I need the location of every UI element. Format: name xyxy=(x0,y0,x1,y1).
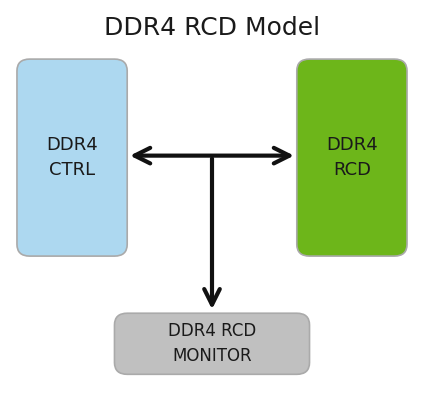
Text: DDR4 RCD Model: DDR4 RCD Model xyxy=(104,16,320,39)
Text: DDR4 RCD
MONITOR: DDR4 RCD MONITOR xyxy=(168,322,256,365)
FancyBboxPatch shape xyxy=(17,59,127,256)
FancyBboxPatch shape xyxy=(297,59,407,256)
Text: DDR4
CTRL: DDR4 CTRL xyxy=(46,136,98,179)
Text: DDR4
RCD: DDR4 RCD xyxy=(326,136,378,179)
FancyBboxPatch shape xyxy=(114,313,310,374)
